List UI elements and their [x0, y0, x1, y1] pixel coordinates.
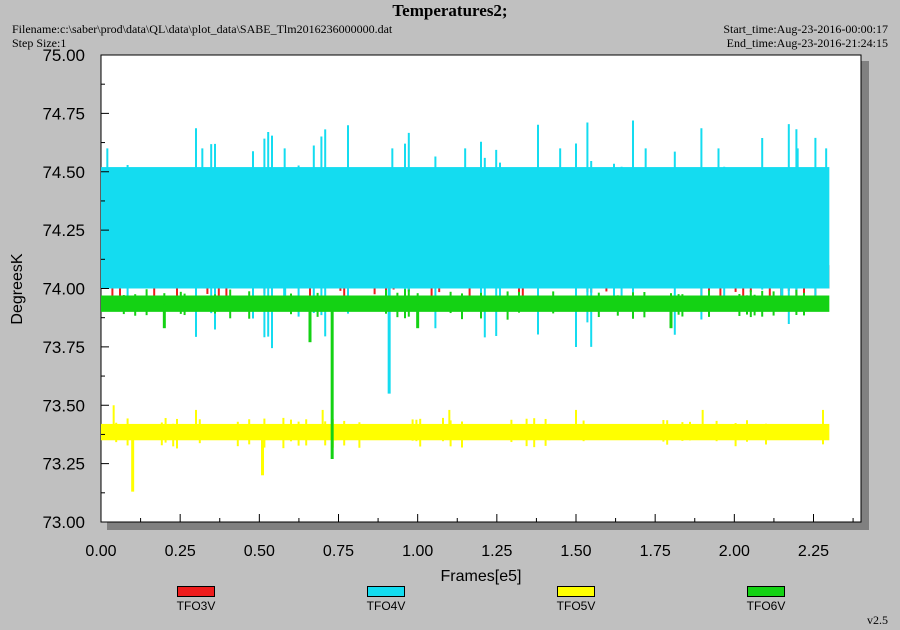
filename-label: Filename:c:\saber\prod\data\QL\data\plot… — [12, 22, 393, 36]
x-tick-label: 0.00 — [85, 543, 116, 560]
legend-item-tfo5v: TFO5V — [546, 586, 606, 613]
series-layer — [101, 120, 830, 492]
chart-title: Temperatures2; — [392, 1, 508, 20]
y-tick-label: 74.50 — [42, 163, 85, 182]
y-tick-label: 75.00 — [42, 46, 85, 65]
legend-label: TFO6V — [746, 599, 786, 613]
x-tick-label: 1.75 — [640, 543, 671, 560]
x-tick-label: 0.75 — [323, 543, 354, 560]
legend-item-tfo3v: TFO3V — [166, 586, 226, 613]
y-tick-label: 74.75 — [42, 104, 85, 123]
legend-swatch — [367, 586, 405, 597]
legend-label: TFO4V — [366, 599, 406, 613]
legend-swatch — [747, 586, 785, 597]
series-tfo4v — [101, 120, 830, 394]
legend-label: TFO3V — [176, 599, 216, 613]
series-tfo5v — [101, 405, 830, 492]
series-band-tfo6v — [101, 295, 830, 312]
y-axis-label: DegreesK — [9, 253, 26, 324]
axis-layer: 0.00 0.25 0.50 0.75 1.00 1.25 1.50 1.75 2.00 2.25… — [42, 46, 854, 560]
y-tick-label: 74.00 — [42, 280, 85, 299]
y-tick-label: 73.75 — [42, 338, 85, 357]
x-axis-label: Frames[e5] — [441, 568, 522, 585]
legend-swatch — [557, 586, 595, 597]
step-size-label: Step Size:1 — [12, 36, 67, 50]
series-band-tfo5v — [101, 423, 830, 441]
x-tick-label: 2.25 — [798, 543, 829, 560]
y-tick-label: 73.25 — [42, 455, 85, 474]
x-tick-label: 1.25 — [481, 543, 512, 560]
y-tick-label: 73.50 — [42, 396, 85, 415]
legend-item-tfo6v: TFO6V — [736, 586, 796, 613]
x-tick-label: 1.50 — [560, 543, 591, 560]
end-time-label: End_time:Aug-23-2016-21:24:15 — [726, 36, 888, 50]
x-tick-label: 0.50 — [244, 543, 275, 560]
series-tfo6v — [101, 289, 830, 459]
legend-swatch — [177, 586, 215, 597]
x-tick-label: 2.00 — [719, 543, 750, 560]
legend-item-tfo4v: TFO4V — [356, 586, 416, 613]
x-tick-label: 0.25 — [165, 543, 196, 560]
y-tick-label: 73.00 — [42, 513, 85, 532]
start-time-label: Start_time:Aug-23-2016-00:00:17 — [723, 22, 888, 36]
version-label: v2.5 — [867, 613, 888, 627]
legend-label: TFO5V — [556, 599, 596, 613]
y-tick-label: 74.25 — [42, 221, 85, 240]
x-tick-label: 1.00 — [402, 543, 433, 560]
